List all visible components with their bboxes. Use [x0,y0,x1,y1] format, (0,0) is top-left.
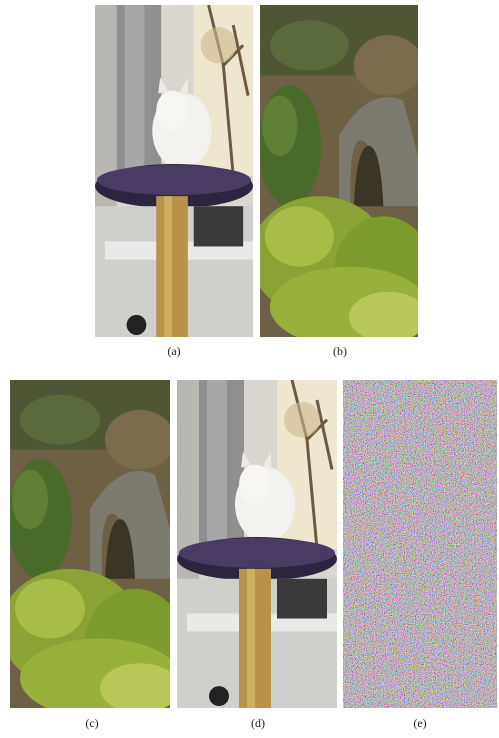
image-landscape [250,5,433,347]
caption: (d) [251,716,265,730]
caption: (b) [333,344,347,358]
caption: (c) [85,716,98,730]
caption: (e) [413,716,426,730]
figure: (a) (b) (c) (d) (e) [0,0,499,738]
figure-canvas: (a) (b) (c) (d) (e) [0,0,499,738]
caption: (a) [167,344,180,358]
image-noise [343,380,497,708]
image-cat-decrypted [177,380,337,708]
image-cat [95,5,253,337]
image-landscape-decrypted [0,380,185,718]
